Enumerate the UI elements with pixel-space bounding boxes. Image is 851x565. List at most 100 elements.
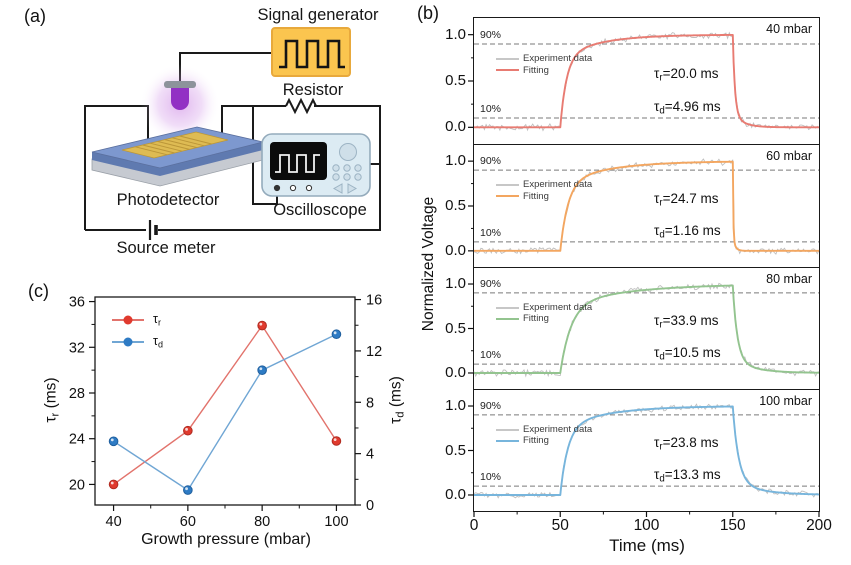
legend-experiment-label: Experiment data	[523, 423, 593, 435]
scope-ports	[273, 184, 313, 192]
svg-text:24: 24	[69, 432, 85, 448]
fitting-line-swatch	[496, 69, 519, 72]
c-left-axis-label: τr (ms)	[42, 377, 62, 423]
b-y-tick-label: 0.0	[445, 485, 466, 503]
chip-side	[92, 142, 263, 176]
svg-text:8: 8	[366, 395, 374, 411]
photodetector-label: Photodetector	[117, 191, 220, 209]
response-subplot-40mbar: 90% 10% 40 mbar Experiment data Fitting …	[445, 17, 820, 145]
tau-r-marker	[123, 315, 133, 325]
tau-decay-annotation: τd=4.96 ms	[654, 98, 721, 117]
tau-d-marker	[123, 337, 133, 347]
svg-text:32: 32	[69, 340, 85, 356]
svg-text:16: 16	[366, 293, 382, 309]
pressure-label: 40 mbar	[766, 22, 812, 36]
c-right-axis-label: τd (ms)	[387, 376, 407, 424]
ref-90-label: 90%	[480, 277, 502, 290]
led-bulb	[171, 88, 189, 110]
signal-generator	[271, 27, 351, 77]
response-curve-80mbar	[468, 282, 820, 378]
legend-fitting-label: Fitting	[523, 190, 549, 202]
svg-text:28: 28	[69, 386, 85, 402]
scope-right-arrow-button	[347, 183, 358, 194]
tau-rise-annotation: τr=24.7 ms	[654, 190, 719, 209]
resistor-symbol	[285, 97, 317, 115]
b-y-tick-label: 0.5	[445, 319, 466, 337]
scope-screen	[270, 142, 327, 180]
ref-10-label: 10%	[480, 471, 502, 484]
svg-text:36: 36	[69, 295, 85, 311]
b-y-tick-label: 1.0	[445, 152, 466, 170]
svg-text:80: 80	[254, 514, 270, 530]
svg-text:12: 12	[366, 344, 382, 360]
pressure-label: 80 mbar	[766, 272, 812, 286]
tau-r-legend-label: τr	[153, 312, 161, 328]
experiment-line-swatch	[496, 428, 519, 431]
signal-generator-label: Signal generator	[257, 6, 379, 24]
c-legend-tau-d: τd	[112, 334, 163, 350]
response-subplot-100mbar: 90% 10% 100 mbar Experiment data Fitting…	[445, 389, 820, 517]
b-y-tick-label: 0.0	[445, 241, 466, 259]
ref-10-label: 10%	[480, 226, 502, 239]
b-y-tick-label: 1.0	[445, 275, 466, 292]
source-meter-label: Source meter	[116, 239, 216, 257]
tau-d-legend-label: τd	[153, 334, 163, 350]
subplot-legend: Experiment data Fitting	[496, 302, 592, 325]
b-x-tick-label: 0	[469, 517, 479, 534]
c-legend: τr τd	[112, 312, 163, 357]
subplot-legend: Experiment data Fitting	[496, 179, 592, 202]
legend-fitting-label: Fitting	[523, 313, 549, 325]
scope-buttons	[332, 164, 362, 194]
svg-text:40: 40	[106, 514, 122, 530]
b-y-tick-label: 1.0	[445, 397, 466, 414]
experiment-line-swatch	[496, 183, 519, 186]
svg-text:0: 0	[366, 498, 374, 514]
experimental-setup-diagram: Signal generator Resistor Photodetector …	[84, 6, 381, 257]
tau-decay-annotation: τd=13.3 ms	[654, 467, 721, 485]
response-curve-40mbar	[468, 31, 820, 132]
b-x-tick-label: 100	[633, 517, 660, 534]
legend-fitting-label: Fitting	[523, 435, 549, 447]
svg-text:20: 20	[69, 477, 85, 493]
panel-a-label: (a)	[24, 6, 46, 26]
subplot-legend: Experiment data Fitting	[496, 424, 592, 447]
scope-knob	[339, 143, 357, 161]
b-y-tick-label: 0.0	[445, 363, 466, 381]
wire-right-electrode	[221, 105, 286, 136]
ref-90-label: 90%	[480, 399, 502, 412]
b-y-tick-label: 0.5	[445, 72, 466, 89]
resistor-label: Resistor	[283, 81, 344, 99]
subplot-legend: Experiment data Fitting	[496, 53, 592, 76]
electrode-area	[121, 131, 229, 159]
circuit-wires	[84, 52, 381, 240]
wire-right-loop	[158, 105, 381, 231]
tau-d-line-swatch	[112, 337, 144, 347]
oscilloscope	[261, 133, 371, 197]
legend-experiment-label: Experiment data	[523, 301, 593, 313]
led-cap	[164, 81, 196, 88]
pressure-label: 100 mbar	[759, 394, 812, 408]
ref-10-label: 10%	[480, 103, 502, 116]
ref-90-label: 90%	[480, 28, 502, 41]
legend-experiment-label: Experiment data	[523, 53, 593, 65]
experiment-line-swatch	[496, 57, 519, 60]
square-wave-glyph	[279, 39, 345, 69]
c-x-axis-label: Growth pressure (mbar)	[141, 531, 311, 548]
c-legend-tau-r: τr	[112, 312, 163, 327]
tau-r-line-swatch	[112, 315, 144, 325]
b-y-tick-label: 0.0	[445, 118, 466, 136]
ref-10-label: 10%	[480, 349, 502, 362]
tau-vs-pressure-chart: 40 60 80 100 20 24 28 32 36 0 4 8 12 16	[69, 293, 382, 530]
panel-c-label: (c)	[28, 281, 49, 301]
b-x-axis-label: Time (ms)	[609, 536, 685, 555]
svg-text:100: 100	[324, 514, 348, 530]
response-curve-100mbar	[468, 403, 820, 517]
panel-b-label: (b)	[417, 3, 439, 23]
pressure-label: 60 mbar	[766, 149, 812, 163]
b-x-tick-label: 150	[719, 517, 746, 534]
response-subplot-60mbar: 90% 10% 60 mbar Experiment data Fitting …	[445, 144, 820, 268]
fitting-line-swatch	[496, 440, 519, 443]
experiment-line-swatch	[496, 306, 519, 309]
svg-text:60: 60	[180, 514, 196, 530]
b-y-tick-label: 0.5	[445, 441, 466, 459]
